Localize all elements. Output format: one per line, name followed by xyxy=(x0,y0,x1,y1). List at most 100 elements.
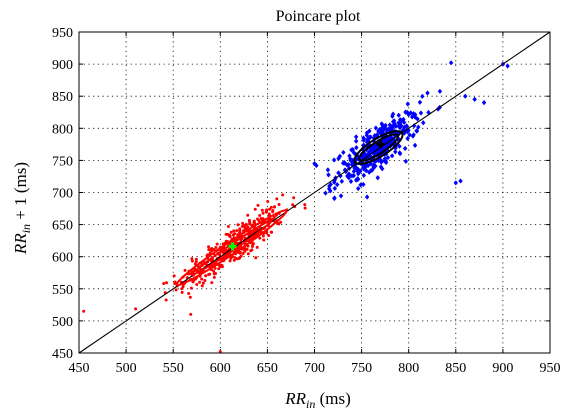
data-point xyxy=(243,249,247,253)
data-point xyxy=(215,242,219,246)
data-point xyxy=(219,264,223,268)
data-point xyxy=(327,183,332,189)
data-point xyxy=(292,196,296,200)
data-point xyxy=(414,128,420,134)
data-point xyxy=(346,171,352,177)
centroids xyxy=(228,140,385,251)
data-point xyxy=(134,307,138,311)
data-point xyxy=(257,219,261,223)
data-point xyxy=(396,112,401,118)
data-point xyxy=(265,231,269,235)
data-point xyxy=(195,282,199,286)
data-point xyxy=(368,168,374,174)
data-point xyxy=(173,280,177,284)
data-point xyxy=(362,163,367,169)
data-point xyxy=(356,185,361,192)
data-point xyxy=(391,118,397,124)
data-point xyxy=(421,120,426,126)
data-point xyxy=(266,200,270,204)
y-tick-label: 650 xyxy=(52,219,73,234)
data-point xyxy=(453,180,458,186)
x-tick-label: 700 xyxy=(304,361,325,376)
y-tick-label: 750 xyxy=(52,154,73,169)
data-point xyxy=(200,277,204,281)
data-point xyxy=(341,149,346,156)
data-point xyxy=(204,274,208,278)
data-point xyxy=(393,123,399,129)
y-tick-label: 450 xyxy=(52,347,73,362)
data-point xyxy=(224,232,228,236)
data-point xyxy=(265,209,269,213)
y-tick-label: 700 xyxy=(52,187,73,202)
data-point xyxy=(271,210,275,214)
sd-ellipse xyxy=(353,130,404,165)
data-point xyxy=(372,132,378,139)
data-point xyxy=(379,121,384,127)
data-point xyxy=(165,281,169,285)
data-point xyxy=(82,309,86,313)
data-point xyxy=(303,206,307,210)
data-point xyxy=(413,112,418,118)
data-point xyxy=(164,298,168,302)
centroid-marker xyxy=(376,140,385,149)
data-point xyxy=(385,154,391,161)
data-point xyxy=(380,166,385,172)
data-point xyxy=(281,193,285,197)
data-point xyxy=(377,127,382,133)
data-point xyxy=(384,126,389,133)
data-point xyxy=(351,172,356,179)
data-point xyxy=(272,205,276,209)
x-tick-label: 950 xyxy=(540,361,561,376)
data-point xyxy=(338,193,344,199)
data-point xyxy=(187,292,191,296)
data-point xyxy=(277,203,281,207)
data-point xyxy=(212,269,216,273)
data-point xyxy=(331,157,337,163)
data-point xyxy=(224,239,228,243)
data-point xyxy=(361,136,367,142)
data-point xyxy=(397,150,402,156)
data-point xyxy=(201,281,205,285)
data-point xyxy=(336,170,341,176)
data-point xyxy=(236,223,240,227)
data-point xyxy=(397,143,402,149)
data-point xyxy=(207,245,211,249)
data-point xyxy=(246,225,250,229)
data-point xyxy=(190,257,194,261)
data-point xyxy=(472,96,477,103)
data-point xyxy=(269,230,273,234)
data-point xyxy=(401,119,407,125)
data-point xyxy=(240,224,244,228)
data-point xyxy=(505,63,510,69)
ellipses xyxy=(175,130,404,287)
data-point xyxy=(328,188,333,194)
data-point xyxy=(267,233,271,237)
data-point xyxy=(198,280,202,284)
data-point xyxy=(275,197,279,201)
data-point xyxy=(407,132,412,138)
data-point xyxy=(332,195,337,202)
data-point xyxy=(364,194,370,200)
y-tick-label: 550 xyxy=(52,283,73,298)
x-tick-label: 900 xyxy=(492,361,513,376)
data-point xyxy=(361,181,366,188)
data-point xyxy=(356,171,361,177)
data-point xyxy=(463,93,468,99)
x-tick-label: 450 xyxy=(69,361,90,376)
data-point xyxy=(325,167,331,173)
data-point xyxy=(411,132,416,138)
y-tick-label: 600 xyxy=(52,251,73,266)
data-point xyxy=(356,167,361,173)
data-point xyxy=(373,125,379,131)
data-point xyxy=(228,259,232,263)
data-point xyxy=(409,114,415,120)
sd-ellipse xyxy=(358,133,399,162)
data-point xyxy=(403,109,408,115)
data-point xyxy=(371,162,377,168)
data-point xyxy=(251,243,255,247)
data-point xyxy=(314,162,319,169)
identity-line xyxy=(78,31,551,354)
data-point xyxy=(213,266,217,270)
centroid-marker xyxy=(228,242,237,251)
data-point xyxy=(162,281,166,285)
